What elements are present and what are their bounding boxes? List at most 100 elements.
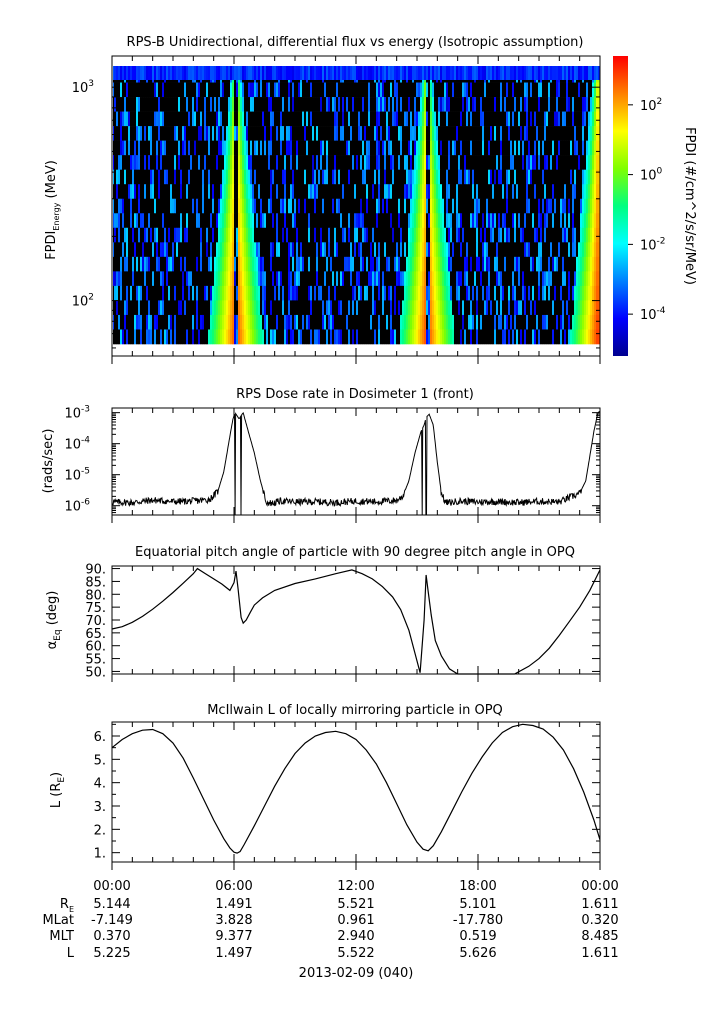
spectrogram-cell: [436, 140, 439, 156]
spectrogram-cell: [512, 300, 515, 316]
spectrogram-cell: [484, 329, 487, 345]
spectrogram-cell: [416, 140, 419, 156]
spectrogram-cell: [204, 140, 207, 156]
spectrogram-cell: [530, 256, 533, 272]
spectrogram-cell: [262, 184, 265, 200]
spectrogram-cell: [200, 300, 203, 316]
spectrogram-cell: [130, 256, 133, 272]
spectrogram-cell: [562, 66, 565, 80]
spectrogram-cell: [416, 198, 419, 214]
spectrogram-cell: [182, 97, 185, 112]
spectrogram-cell: [332, 111, 335, 127]
spectrogram-cell: [260, 184, 263, 200]
spectrogram-cell: [390, 140, 393, 156]
spectrogram-cell: [288, 271, 291, 287]
spectrogram-cell: [258, 227, 261, 243]
spectrogram-cell: [330, 126, 333, 141]
spectrogram-cell: [578, 184, 581, 200]
spectrogram-cell: [552, 82, 555, 98]
spectrogram-cell: [140, 111, 143, 127]
spectrogram-cell: [376, 66, 379, 80]
spectrogram-cell: [462, 66, 465, 80]
spectrogram-cell: [130, 140, 133, 156]
spectrogram-cell: [162, 285, 165, 301]
spectrogram-cell: [478, 140, 481, 156]
spectrogram-cell: [556, 184, 559, 200]
spectrogram-cell: [246, 82, 249, 98]
spectrogram-cell: [120, 285, 123, 301]
spectrogram-cell: [438, 66, 441, 80]
spectrogram-cell: [482, 213, 485, 229]
spectrogram-cell: [586, 82, 589, 98]
spectrogram-cell: [524, 314, 527, 330]
spectrogram-cell: [134, 184, 137, 200]
spectrogram-cell: [364, 300, 367, 316]
spectrogram-cell: [382, 97, 385, 112]
spectrogram-cell: [502, 198, 505, 214]
spectrogram-cell: [234, 227, 237, 243]
spectrogram-cell: [418, 66, 421, 80]
spectrogram-cell: [454, 97, 457, 112]
spectrogram-cell: [500, 155, 503, 170]
spectrogram-cell: [302, 227, 305, 243]
spectrogram-cell: [562, 155, 565, 170]
spectrogram-cell: [114, 97, 117, 112]
spectrogram-cell: [398, 213, 401, 229]
spectrogram-cell: [458, 242, 461, 258]
spectrogram-cell: [160, 169, 163, 185]
spectrogram-cell: [190, 314, 193, 330]
spectrogram-cell: [524, 111, 527, 127]
spectrogram-cell: [466, 285, 469, 301]
spectrogram-cell: [212, 140, 215, 156]
spectrogram-cell: [336, 184, 339, 200]
spectrogram-cell: [524, 97, 527, 112]
spectrogram-cell: [208, 256, 211, 272]
spectrogram-cell: [306, 97, 309, 112]
spectrogram-cell: [380, 66, 383, 80]
spectrogram-cell: [198, 184, 201, 200]
spectrogram-cell: [284, 285, 287, 301]
spectrogram-cell: [550, 227, 553, 243]
spectrogram-cell: [478, 242, 481, 258]
spectrogram-cell: [402, 242, 405, 258]
spectrogram-cell: [264, 111, 267, 127]
spectrogram-cell: [244, 169, 247, 185]
spectrogram-cell: [196, 329, 199, 345]
spectrogram-cell: [504, 184, 507, 200]
spectrogram-cell: [140, 97, 143, 112]
spectrogram-cell: [412, 155, 415, 170]
spectrogram-cell: [470, 271, 473, 287]
spectrogram-cell: [432, 82, 435, 98]
spectrogram-cell: [382, 300, 385, 316]
spectrogram-cell: [478, 66, 481, 80]
spectrogram-cell: [484, 198, 487, 214]
spectrogram-cell: [430, 111, 433, 127]
spectrogram-cell: [252, 329, 255, 345]
spectrogram-cell: [354, 314, 357, 330]
spectrogram-cell: [210, 314, 213, 330]
spectrogram-cell: [200, 140, 203, 156]
spectrogram-cell: [196, 256, 199, 272]
spectrogram-cell: [116, 111, 119, 127]
spectrogram-cell: [206, 126, 209, 141]
spectrogram-cell: [224, 242, 227, 258]
spectrogram-cell: [154, 82, 157, 98]
spectrogram-cell: [580, 314, 583, 330]
spectrogram-cell: [564, 242, 567, 258]
spectrogram-cell: [382, 213, 385, 229]
spectrogram-cell: [598, 97, 601, 112]
spectrogram-cell: [246, 213, 249, 229]
spectrogram-cell: [320, 329, 323, 345]
spectrogram-cell: [172, 126, 175, 141]
spectrogram-cell: [198, 66, 201, 80]
spectrogram-cell: [158, 155, 161, 170]
spectrogram-cell: [154, 198, 157, 214]
spectrogram-cell: [522, 314, 525, 330]
spectrogram-cell: [524, 329, 527, 345]
spectrogram-cell: [338, 66, 341, 80]
spectrogram-cell: [422, 271, 425, 287]
spectrogram-cell: [376, 285, 379, 301]
spectrogram-cell: [126, 300, 129, 316]
spectrogram-cell: [546, 242, 549, 258]
spectrogram-cell: [276, 155, 279, 170]
